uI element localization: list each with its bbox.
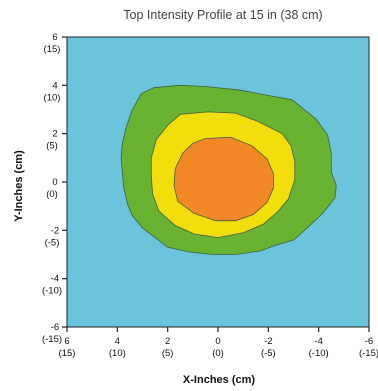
y-tick-label: 6: [52, 32, 57, 43]
y-tick-label: 2: [52, 129, 57, 140]
x-tick-sublabel: (15): [59, 348, 76, 359]
y-axis-label: Y-Inches (cm): [13, 150, 25, 222]
y-tick-sublabel: (10): [44, 92, 61, 103]
y-tick-label: 0: [52, 177, 57, 188]
contour-region-inner: [173, 136, 274, 222]
plot-area: [66, 36, 370, 328]
y-tick-label: -6: [51, 322, 59, 333]
y-tick-sublabel: (15): [44, 44, 61, 55]
chart-title: Top Intensity Profile at 15 in (38 cm): [123, 8, 322, 22]
y-tick-sublabel: (5): [46, 141, 58, 152]
x-tick-sublabel: (-10): [309, 348, 329, 359]
y-axis-ticks: 6(15)4(10)2(5)0(0)-2(-5)-4(-10)-6(-15): [42, 32, 67, 345]
x-tick-sublabel: (0): [212, 348, 224, 359]
x-tick-label: -4: [314, 336, 322, 347]
x-tick-label: -2: [264, 336, 272, 347]
x-axis-label: X-Inches (cm): [183, 374, 255, 386]
x-tick-label: 6: [64, 336, 69, 347]
x-axis-ticks: 6(15) 4(10) 2(5) 0(0) -2(-5) -4(-10) -6(-15): [59, 327, 378, 359]
x-tick-label: -6: [365, 336, 373, 347]
x-tick-sublabel: (-5): [261, 348, 276, 359]
y-tick-label: -2: [51, 225, 59, 236]
y-tick-sublabel: (0): [46, 189, 58, 200]
y-tick-sublabel: (-5): [45, 237, 60, 248]
y-tick-sublabel: (-15): [42, 334, 62, 345]
x-tick-sublabel: (-15): [359, 348, 378, 359]
x-tick-sublabel: (10): [109, 348, 126, 359]
x-tick-sublabel: (5): [162, 348, 174, 359]
y-tick-sublabel: (-10): [42, 286, 62, 297]
x-tick-label: 4: [115, 336, 120, 347]
x-tick-label: 0: [215, 336, 220, 347]
x-tick-label: 2: [165, 336, 170, 347]
contour-regions: [120, 84, 337, 255]
y-tick-label: 4: [52, 80, 57, 91]
y-tick-label: -4: [51, 274, 59, 285]
